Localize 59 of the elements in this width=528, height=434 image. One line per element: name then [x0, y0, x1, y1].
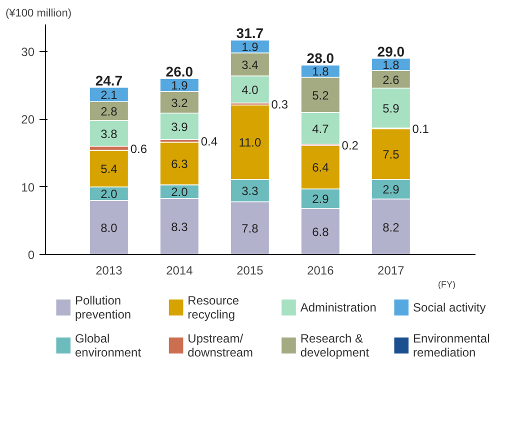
data-label: 0.2 [342, 138, 359, 152]
data-label: 8.2 [382, 220, 400, 234]
y-axis-title: (¥100 million) [6, 8, 72, 20]
x-tick-label: 2013 [96, 264, 123, 278]
data-label: 2.0 [171, 185, 188, 200]
legend-label: Pollution prevention [75, 294, 132, 322]
legend-label: Research & development [300, 332, 370, 360]
data-label: 8.3 [171, 220, 188, 234]
data-label: 0.3 [271, 97, 288, 112]
x-tick-label: 2014 [166, 264, 194, 278]
data-label: 3.2 [171, 96, 188, 110]
data-label: 0.4 [200, 134, 218, 148]
legend-label: Resource recycling [188, 294, 240, 322]
total-label: 24.7 [95, 72, 123, 88]
legend-label: Upstream/ downstream [188, 332, 254, 360]
data-label: 6.8 [312, 225, 330, 239]
y-tick-label: 20 [21, 112, 35, 127]
data-label: 7.8 [242, 222, 259, 236]
data-label: 2.6 [382, 72, 400, 87]
y-tick-label: 10 [21, 180, 35, 194]
data-label: 4.0 [242, 82, 259, 97]
data-label: 6.4 [312, 160, 330, 175]
total-label: 31.7 [236, 25, 264, 42]
data-label: 1.8 [382, 58, 400, 72]
data-label: 2.9 [312, 192, 330, 206]
data-label: 5.2 [312, 88, 330, 102]
legend-label: Administration [300, 300, 376, 314]
data-label: 2.1 [100, 88, 118, 102]
data-label: 8.0 [100, 220, 118, 235]
data-label: 3.4 [242, 58, 259, 72]
data-label: 5.4 [100, 162, 118, 176]
data-label: 1.9 [171, 78, 188, 93]
data-label: 1.9 [242, 40, 259, 54]
data-label: 11.0 [238, 136, 262, 150]
data-label: 0.6 [130, 142, 148, 156]
legend-label: Global environment [75, 332, 142, 360]
legend-label: Environmental remediation [413, 332, 490, 360]
y-tick-label: 0 [28, 248, 35, 262]
data-label: 3.3 [242, 184, 259, 198]
y-tick-label: 30 [21, 45, 35, 60]
data-label: 2.0 [100, 187, 118, 202]
legend-label: Social activity [413, 300, 486, 314]
total-label: 28.0 [306, 50, 334, 66]
data-label: 3.9 [171, 120, 188, 134]
data-label: 7.5 [382, 148, 400, 162]
data-label: 5.9 [382, 102, 400, 116]
data-label: 2.8 [100, 104, 118, 119]
data-label: 6.3 [171, 157, 188, 172]
x-axis-title: (FY) [438, 280, 456, 290]
data-label: 0.1 [412, 122, 430, 136]
data-label: 3.8 [100, 126, 118, 141]
x-tick-label: 2016 [307, 264, 334, 278]
data-label: 4.7 [312, 122, 330, 136]
data-label: 1.8 [312, 64, 330, 79]
data-label: 2.9 [382, 182, 400, 197]
x-tick-label: 2015 [236, 264, 264, 278]
x-tick-label: 2017 [378, 264, 405, 278]
total-label: 29.0 [377, 43, 405, 60]
total-label: 26.0 [166, 64, 194, 80]
